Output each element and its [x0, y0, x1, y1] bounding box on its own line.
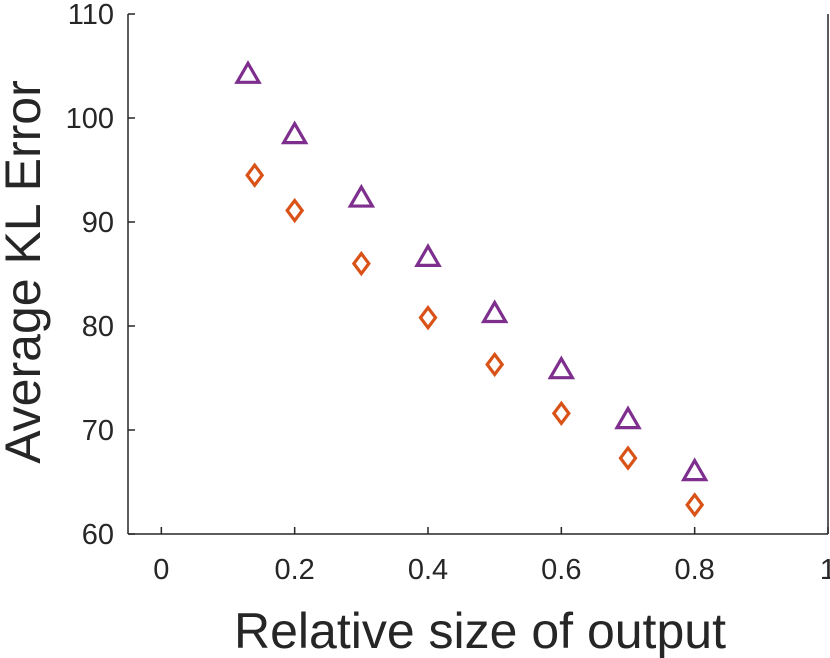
y-tick-label: 110	[68, 0, 114, 31]
triangle-marker	[280, 120, 309, 145]
triangle-marker	[547, 355, 576, 380]
diamond-marker	[685, 492, 705, 518]
triangle-marker	[234, 60, 262, 84]
y-tick-label: 60	[82, 519, 114, 551]
triangle-marker	[614, 405, 642, 430]
diamond-marker	[245, 162, 265, 188]
x-tick-label: 0	[153, 554, 169, 586]
diamond-marker	[485, 351, 505, 378]
diamond-marker	[551, 400, 571, 427]
y-tick-label: 100	[66, 103, 114, 135]
x-axis-title: Relative size of output	[234, 603, 726, 658]
x-axis-ticks: 0 0.2 0.4 0.6 0.8 1	[153, 527, 830, 586]
diamond-marker	[618, 445, 638, 471]
x-tick-label: 0.6	[541, 554, 581, 586]
x-tick-label: 1	[820, 554, 830, 586]
y-axis-ticks: 60 70 80 90 100 110	[66, 0, 135, 551]
x-tick-label: 0.4	[408, 554, 448, 586]
axes	[127, 14, 829, 535]
y-tick-label: 80	[82, 311, 114, 343]
triangle-marker	[680, 457, 709, 482]
data-marks	[234, 60, 709, 518]
x-tick-label: 0.2	[275, 554, 315, 586]
y-tick-label: 90	[82, 207, 114, 239]
triangle-marker	[347, 183, 376, 208]
diamond-marker	[418, 305, 438, 331]
diamond-marker	[351, 250, 371, 277]
y-tick-label: 70	[82, 415, 114, 447]
triangle-marker	[480, 299, 509, 324]
triangle-marker	[414, 243, 442, 267]
y-axis-title: Average KL Error	[0, 80, 51, 464]
x-tick-label: 0.8	[675, 554, 715, 586]
diamond-marker	[285, 197, 305, 224]
